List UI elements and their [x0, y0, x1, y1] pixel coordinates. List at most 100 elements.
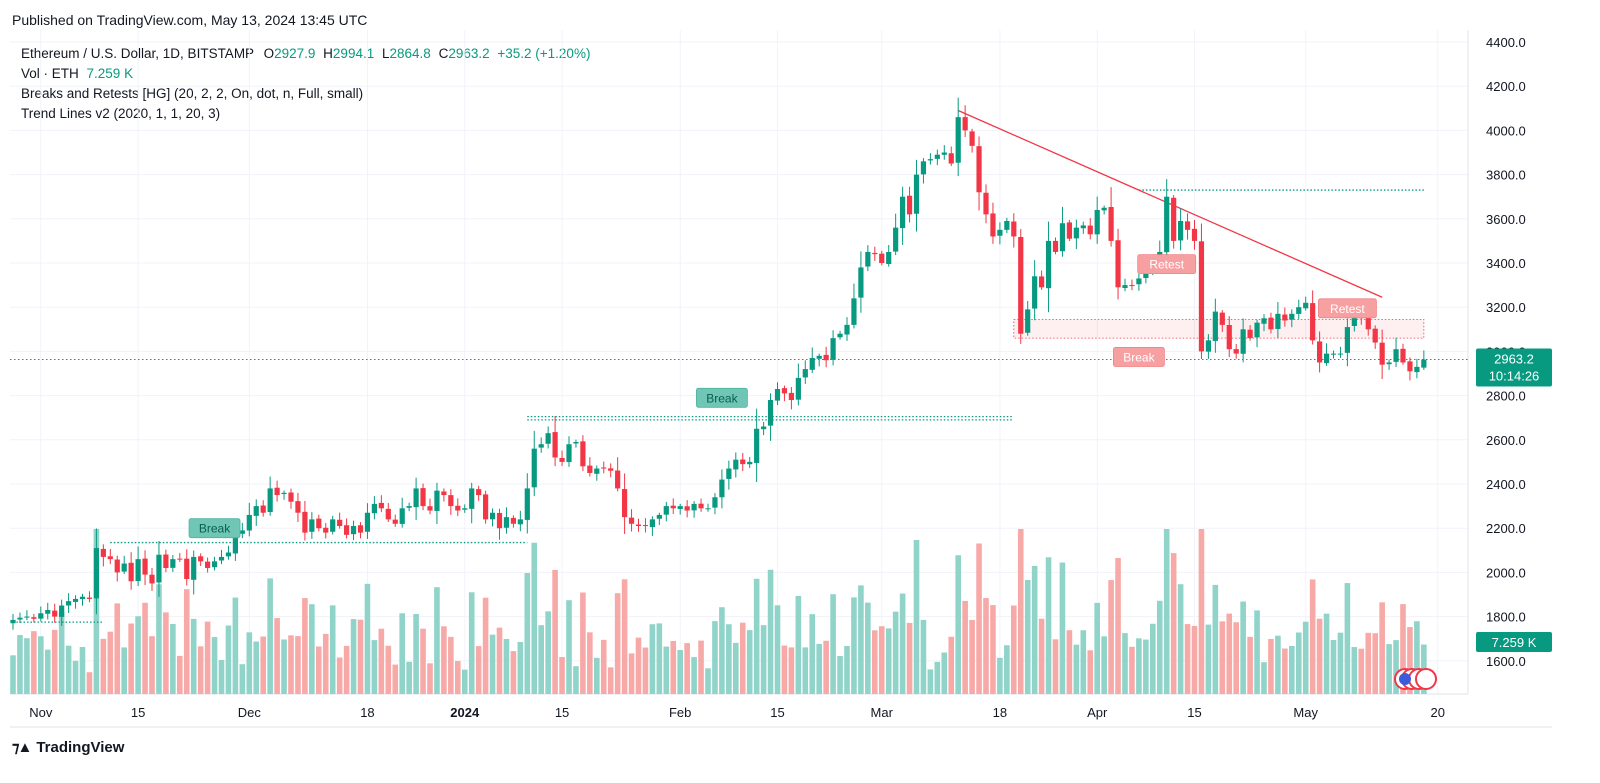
candle-body [52, 610, 58, 617]
volume-bar [1309, 579, 1316, 694]
us-event-flag-icon[interactable] [1415, 668, 1437, 690]
candle-body [1275, 313, 1281, 329]
last-volume-value: 7.259 K [1492, 635, 1537, 650]
candle-body [420, 488, 426, 507]
candle-body [844, 324, 850, 335]
candle-body [24, 616, 30, 618]
candle-body [559, 457, 565, 462]
volume-bar [1372, 633, 1378, 694]
volume-bar [239, 664, 246, 694]
volume-bar [559, 657, 565, 694]
candle-body [941, 152, 947, 155]
high-label: H [323, 46, 333, 61]
candle-body [1108, 206, 1114, 241]
close-label: C [438, 46, 449, 61]
volume-bar [1226, 613, 1233, 694]
candle-body [1018, 236, 1024, 334]
candle-body [976, 146, 982, 193]
candle-body [802, 369, 808, 378]
candle-body [218, 556, 225, 561]
price-tick-label: 2000.0 [1486, 565, 1526, 580]
tradingview-logo-icon: ⁊▲ [12, 739, 32, 756]
price-axis[interactable]: 1600.0 1800.0 2000.0 2200.0 2400.0 2600.0 2800… [1476, 35, 1552, 669]
volume-bar [17, 635, 23, 694]
volume-bar [892, 611, 899, 694]
candle-body [1004, 221, 1010, 230]
volume-bar [649, 624, 656, 694]
candle-body [628, 517, 635, 524]
candle-body [740, 459, 746, 465]
time-tick-label: 15 [131, 705, 145, 720]
volume-bar [955, 555, 961, 694]
candle-body [469, 488, 475, 509]
candle-body [225, 552, 232, 557]
candle-body [483, 494, 489, 520]
candle-body [364, 512, 371, 532]
candle-body [149, 574, 155, 584]
volume-bar [482, 597, 489, 694]
volume-bar [44, 649, 51, 694]
price-tick-label: 2400.0 [1486, 477, 1526, 492]
volume-bar [65, 645, 72, 694]
volume-bar [1393, 640, 1399, 694]
candle-body [72, 598, 79, 602]
candle-body [767, 400, 774, 426]
candle-body [635, 524, 642, 526]
time-axis[interactable]: Nov 15 Dec 18 2024 15 Feb 15 Mar 18 Apr 15 May 20 [29, 705, 1445, 720]
candle-body [531, 448, 537, 488]
candle-body [733, 459, 739, 470]
volume-bar [830, 594, 836, 694]
descending-trend-line [957, 109, 1383, 298]
candle-body [378, 502, 384, 509]
volume-bar [1233, 622, 1239, 694]
volume-bar [10, 655, 16, 694]
candle-body [1310, 303, 1316, 341]
tradingview-brand[interactable]: ⁊▲ TradingView [12, 738, 124, 757]
legend-volume-row[interactable]: Vol · ETH 7.259 K [21, 64, 590, 84]
candle-body [246, 514, 252, 531]
candle-body [1240, 329, 1246, 354]
candle-body [1372, 328, 1378, 343]
candle-body [656, 514, 662, 519]
price-tick-label: 2800.0 [1486, 389, 1526, 404]
candle-body [1011, 221, 1017, 237]
volume-bar [948, 636, 955, 694]
candle-body [886, 251, 892, 264]
time-tick-label: 15 [555, 705, 569, 720]
volume-bar [434, 587, 440, 694]
signal-label-box [1137, 254, 1197, 275]
candle-body [1171, 197, 1177, 241]
candle-body [698, 503, 704, 509]
legend-indicator-trendlines[interactable]: Trend Lines v2 (2020, 1, 1, 20, 3) [21, 106, 221, 121]
volume-bar [204, 621, 211, 694]
volume-bar [906, 622, 913, 694]
signal-label-text: Break [706, 391, 738, 405]
volume-bar [183, 589, 190, 694]
candle-body [761, 426, 767, 430]
volume-bar [1150, 623, 1156, 694]
volume-bar [733, 642, 739, 694]
volume-bar [170, 623, 176, 694]
volume-bar [336, 657, 343, 694]
legend-indicator-breaks[interactable]: Breaks and Retests [HG] (20, 2, 2, On, d… [21, 86, 364, 101]
indicator-overlays [10, 109, 1468, 623]
candle-body [858, 267, 864, 298]
signal-label-box [188, 518, 241, 539]
volume-bar [990, 605, 996, 694]
volume-bar [149, 636, 155, 694]
candle-body [1289, 313, 1295, 320]
volume-bar [489, 634, 496, 694]
volume-bar [399, 613, 405, 694]
candle-body [879, 253, 885, 263]
volume-bar [190, 618, 197, 694]
price-tick-label: 1600.0 [1486, 654, 1526, 669]
candle-body [1143, 271, 1149, 279]
candle-body [816, 355, 822, 359]
volume-bar [962, 600, 968, 694]
legend-symbol-row[interactable]: Ethereum / U.S. Dollar, 1D, BITSTAMP O29… [21, 44, 590, 64]
volume-bar [920, 619, 927, 694]
signal-label-box [696, 387, 748, 408]
candle-body [809, 358, 815, 370]
candle-body [1045, 240, 1052, 289]
